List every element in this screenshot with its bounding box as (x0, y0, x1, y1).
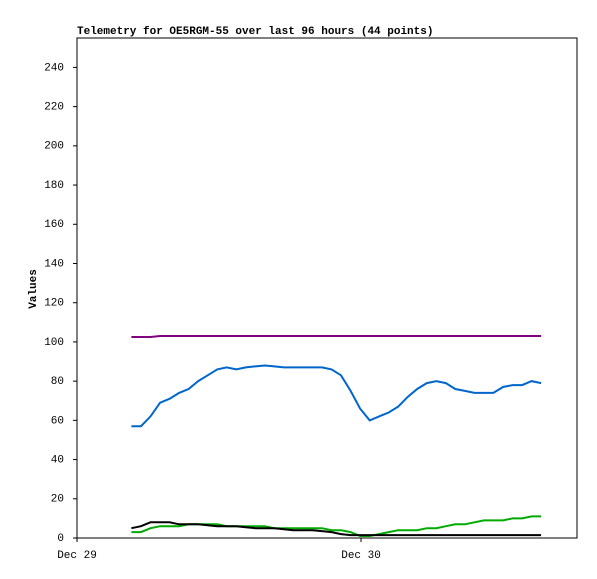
y-tick-label: 40 (51, 454, 64, 466)
y-tick-label: 160 (44, 219, 64, 231)
y-tick-label: 120 (44, 298, 64, 310)
y-tick-label: 60 (51, 415, 64, 427)
y-tick-label: 220 (44, 102, 64, 114)
series-line (131, 521, 542, 537)
y-tick-label: 20 (51, 494, 64, 506)
y-tick-label: 0 (57, 533, 64, 545)
y-tick-label: 80 (51, 376, 64, 388)
x-tick-label: Dec 29 (57, 550, 97, 562)
series-line (131, 364, 542, 428)
x-tick-label: Dec 30 (341, 550, 381, 562)
y-tick-label: 200 (44, 141, 64, 153)
y-tick-label: 180 (44, 180, 64, 192)
y-axis-label: Values (28, 269, 40, 309)
y-tick-label: 240 (44, 62, 64, 74)
series-line (131, 335, 542, 338)
y-tick-label: 100 (44, 337, 64, 349)
chart-title: Telemetry for OE5RGM-55 over last 96 hou… (77, 26, 433, 38)
y-tick-label: 140 (44, 258, 64, 270)
plot-frame (76, 37, 578, 539)
